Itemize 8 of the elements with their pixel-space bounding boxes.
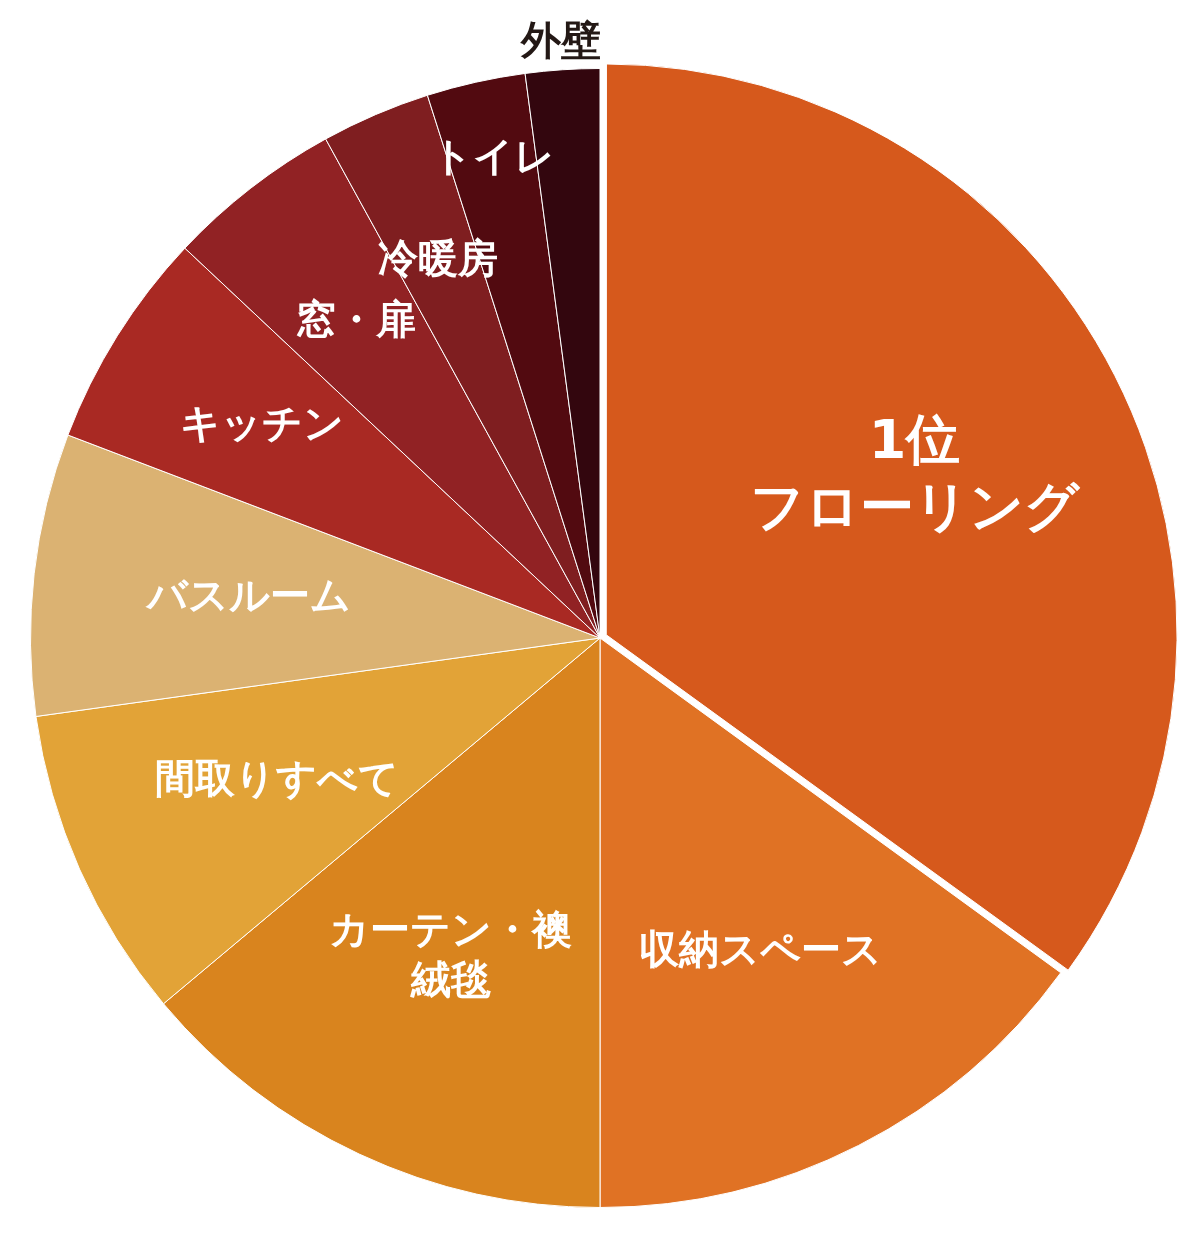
slice-label: 外壁 xyxy=(519,17,601,64)
slice-label: 窓・扉 xyxy=(295,296,416,343)
slice-label: カーテン・襖絨毯 xyxy=(329,906,573,1003)
slice-label: 1位フローリング xyxy=(750,407,1082,539)
slice-label: 収納スペース xyxy=(638,926,882,972)
slice-label: 間取りすべて xyxy=(155,754,400,801)
slice-label: バスルーム xyxy=(145,571,352,618)
slice-label: キッチン xyxy=(180,399,345,446)
